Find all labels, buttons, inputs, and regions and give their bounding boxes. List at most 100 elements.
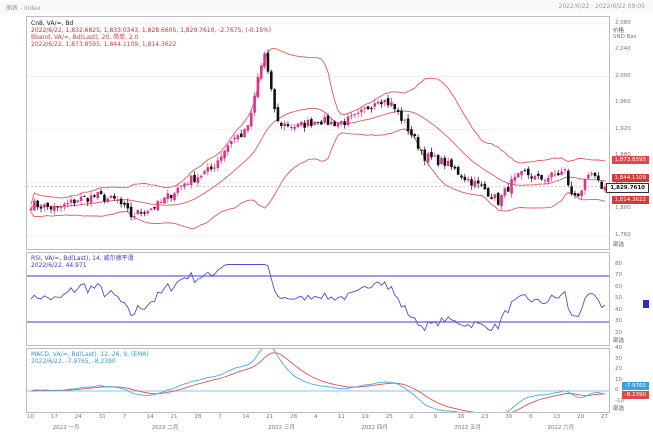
candle-up — [146, 211, 150, 214]
bband-legend-title: Bband, VA/=, Bd(Last), 20, 简单, 2.0 — [31, 34, 139, 41]
candle-down — [577, 193, 580, 197]
macd-tick-label: 20 — [615, 366, 622, 372]
candle-up — [603, 186, 607, 191]
candle-down — [56, 206, 59, 208]
candle-up — [590, 173, 593, 175]
candle-down — [99, 191, 103, 195]
candle-up — [196, 177, 200, 183]
candle-up — [330, 121, 333, 125]
price-tick-label: 1,760 — [615, 231, 631, 238]
candle-up — [466, 178, 470, 181]
candle-down — [597, 175, 600, 181]
candle-up — [516, 173, 520, 178]
candle-up — [426, 153, 430, 163]
candle-down — [496, 192, 500, 205]
time-axis[interactable]: 10 17 24 31 7 14 21 28 7 14 21 28 4 11 19 25 2 9 16 23 30 6 13… — [26, 412, 610, 434]
price-chart-pane[interactable]: Cn8, VA/=, Bd 2022/6/22, 1,832.6825, 1,8… — [26, 16, 610, 250]
candle-up — [290, 126, 293, 129]
candle-down — [93, 195, 96, 197]
macd-tick-label: 30 — [615, 355, 622, 362]
bband-middle-line — [30, 107, 606, 209]
candle-up — [500, 194, 503, 207]
candle-up — [136, 210, 140, 215]
candle-up — [560, 171, 563, 175]
day-label: 14 — [242, 414, 250, 420]
price-chart — [27, 23, 609, 237]
candle-up — [89, 195, 93, 203]
candle-up — [563, 169, 567, 171]
day-label: 7 — [218, 414, 222, 420]
day-label: 10 — [27, 414, 34, 420]
candle-down — [326, 115, 330, 125]
candle-up — [219, 156, 223, 161]
rsi-value-tag — [643, 300, 649, 309]
macd-axis[interactable]: 部选 40 30 20 10 0 -10 -7.9765 -8.2390 — [609, 345, 653, 413]
candle-down — [209, 166, 213, 170]
rsi-tick-label: 40 — [615, 306, 622, 313]
candle-up — [116, 199, 120, 201]
day-label: 2 — [409, 414, 414, 420]
candle-up — [163, 197, 166, 204]
candle-down — [490, 197, 493, 199]
macd-legend-value: 2022/6/22, -7.9765, -8.2390 — [31, 358, 116, 365]
macd-tick-label: -10 — [615, 397, 624, 404]
candle-down — [193, 174, 196, 182]
rsi-legend: RSI, VA/=, Bd(Last), 14, 威尔德平滑 2022/6/22… — [31, 255, 134, 269]
candle-up — [199, 175, 203, 178]
candle-up — [133, 216, 136, 218]
candle-down — [143, 212, 146, 214]
candle-up — [580, 190, 583, 196]
candle-down — [416, 137, 420, 149]
candle-down — [279, 122, 283, 126]
window-info: 2022/6/22 · 2022/6/22 09:05 — [558, 3, 645, 10]
candle-up — [109, 195, 113, 198]
price-axis-corner: 部选 — [613, 242, 625, 248]
candle-down — [463, 176, 467, 181]
candle-down — [123, 202, 126, 205]
candle-up — [350, 115, 353, 117]
candle-down — [139, 211, 143, 214]
candle-up — [106, 198, 110, 203]
candle-up — [53, 206, 56, 211]
day-label: 13 — [553, 414, 561, 420]
candle-down — [129, 206, 133, 218]
macd-pane[interactable]: MACD, VA/=, Bd(Last), 12, 26, 9, (EMA) 2… — [26, 348, 610, 413]
macd-tick-label: 10 — [615, 376, 622, 383]
rsi-axis[interactable]: 部选 80 70 60 50 40 30 20 — [609, 252, 653, 346]
macd-chart — [27, 349, 609, 412]
price-tag: 1,873.8595 — [611, 155, 649, 164]
candle-up — [353, 114, 357, 116]
candle-up — [226, 145, 230, 152]
rsi-pane[interactable]: RSI, VA/=, Bd(Last), 14, 威尔德平滑 2022/6/22… — [26, 252, 610, 346]
price-axis[interactable]: 价格 SND Bas 部选 2,080 2,040 2,000 1,960 1,920 1… — [606, 16, 653, 250]
day-label: 28 — [194, 414, 202, 420]
candle-up — [263, 53, 266, 67]
candle-down — [316, 121, 320, 123]
candle-down — [73, 199, 76, 204]
window-title: 图表 - Index — [6, 5, 41, 12]
day-label: 21 — [266, 414, 274, 420]
macd-legend: MACD, VA/=, Bd(Last), 12, 26, 9, (EMA) 2… — [31, 351, 149, 365]
candle-up — [513, 176, 517, 181]
candle-down — [169, 194, 173, 199]
month-label: 2022 五月 — [454, 425, 482, 431]
candle-up — [376, 101, 380, 104]
candle-up — [156, 201, 160, 211]
rsi-tick-label: 50 — [615, 295, 622, 301]
candle-down — [476, 180, 480, 184]
candle-up — [149, 208, 153, 211]
candle-down — [566, 170, 570, 186]
candle-down — [366, 106, 370, 110]
candle-up — [360, 109, 363, 113]
candle-up — [229, 141, 233, 145]
candle-up — [346, 116, 350, 126]
candle-down — [266, 52, 270, 72]
price-tick-label: 1,920 — [615, 125, 631, 132]
price-legend-symbol: Cn8, VA/=, Bd — [31, 20, 74, 27]
candle-up — [179, 185, 183, 187]
candle-down — [573, 193, 577, 196]
candle-up — [473, 180, 477, 187]
month-label: 2022 三月 — [268, 425, 295, 431]
candle-up — [223, 150, 226, 159]
candle-down — [456, 166, 460, 175]
